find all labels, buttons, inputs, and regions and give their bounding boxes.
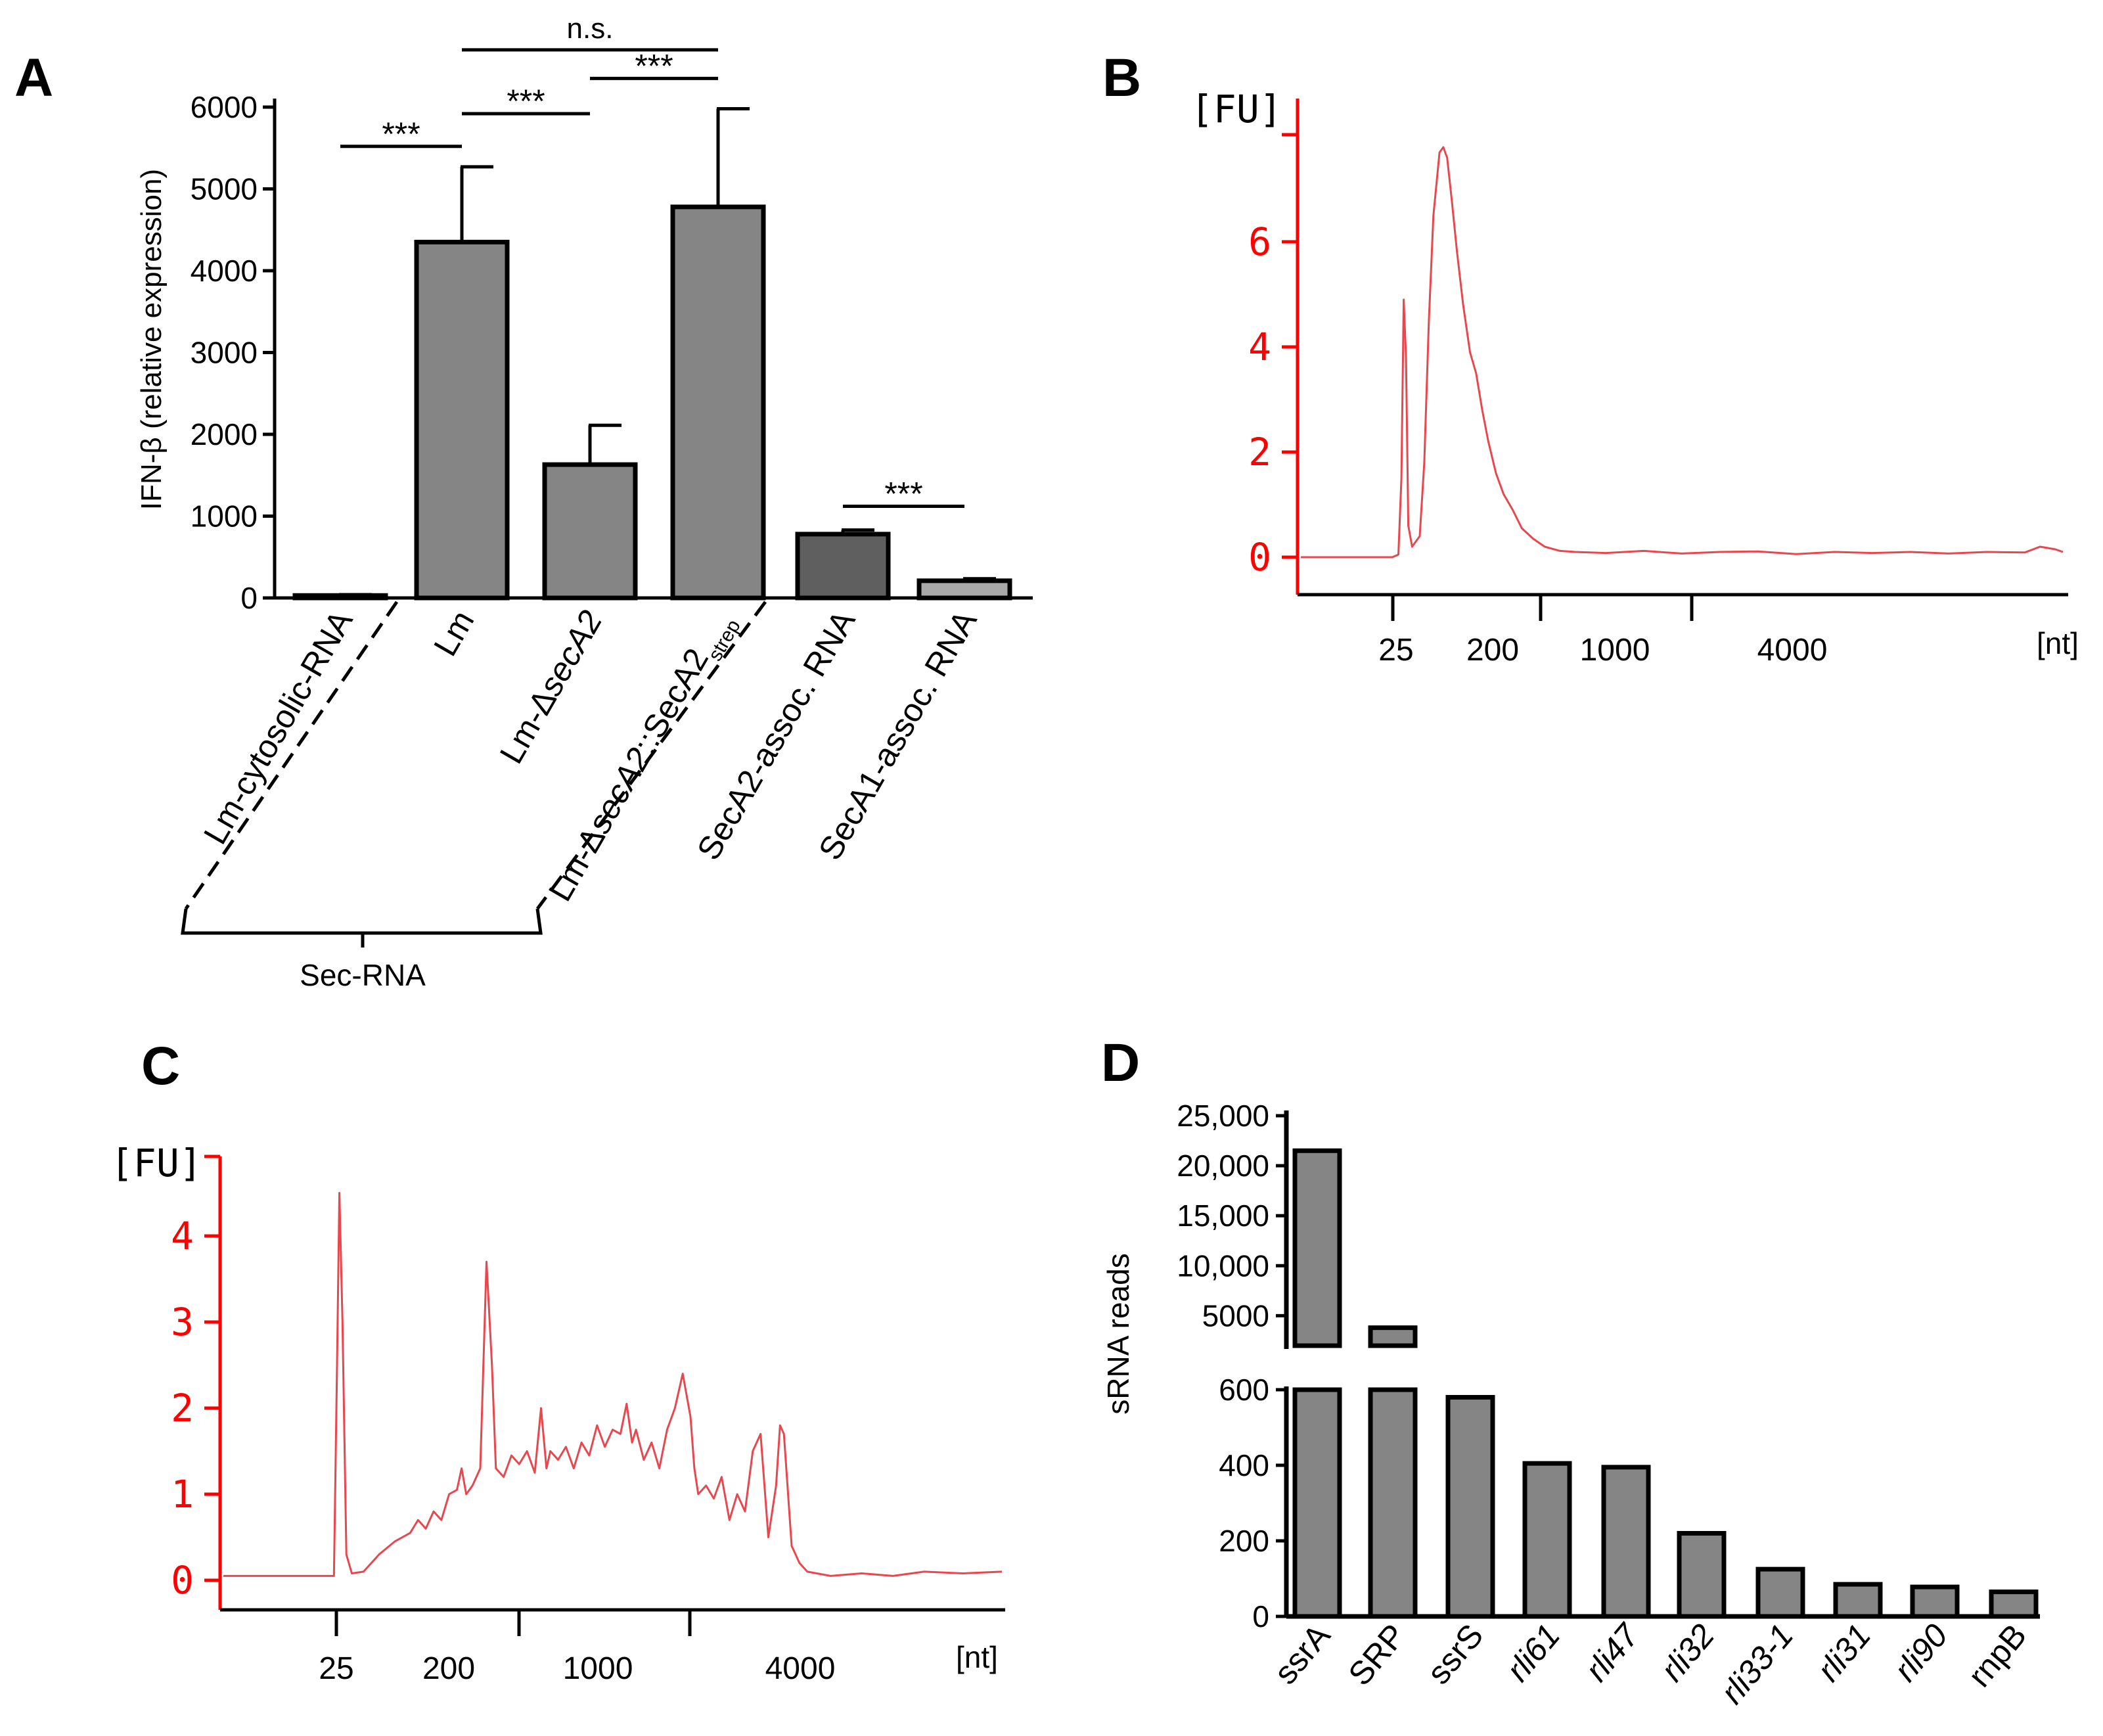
panel-letter-a: A: [14, 48, 53, 108]
panel-b-y-tick-label: 4: [1248, 325, 1271, 369]
panel-c-y-tick-label: 1: [171, 1472, 194, 1517]
sec-rna-bracket-dash: [535, 601, 767, 910]
panel-d-bar: [1833, 1582, 1883, 1619]
panel-a-y-tick-label: 4000: [191, 254, 258, 288]
panel-d-y-tick-label: 15,000: [1177, 1199, 1269, 1233]
panel-d-bar: [1445, 1395, 1495, 1619]
panel-d-bar: [1989, 1589, 2039, 1619]
panel-d-bar-lower: [1368, 1387, 1418, 1619]
panel-d-bar: [1677, 1531, 1727, 1619]
panel-c-x-tick-label: 1000: [563, 1651, 633, 1686]
panel-b-x-tick-label: 200: [1466, 633, 1519, 668]
panel-a-bar: [542, 462, 638, 601]
panel-b-x-tick-label: 4000: [1757, 633, 1828, 668]
panel-c-y-tick-label: 0: [171, 1558, 194, 1603]
sec-rna-bracket-dash: [184, 601, 399, 910]
panel-d-y-tick-label: 400: [1219, 1448, 1269, 1482]
panel-c-nt-label: [nt]: [956, 1640, 998, 1674]
panel-c-y-tick-label: 4: [171, 1214, 194, 1258]
panel-d-y-tick-label: 25,000: [1177, 1099, 1269, 1133]
panel-b-x-tick-label: 25: [1378, 633, 1413, 668]
panel-a-y-axis-label: IFN-β (relative expression): [135, 169, 168, 510]
panel-a-y-tick-label: 1000: [191, 499, 258, 534]
sec-rna-bracket: [181, 908, 543, 948]
panel-a-significance-label: ***: [507, 83, 545, 120]
panel-a-y-tick-label: 3000: [191, 336, 258, 370]
panel-d-axis-break: [1271, 1358, 1402, 1380]
panel-a-y-tick-label: 5000: [191, 172, 258, 206]
panel-d-bar: [1522, 1461, 1572, 1619]
panel-a-bar: [414, 239, 510, 601]
panel-a-y-tick-label: 6000: [191, 90, 258, 124]
panel-c-x-tick-label: 4000: [765, 1651, 836, 1686]
panel-c-electropherogram: [FU] [nt] 0 1 2 3 4 25 200 1000 4000: [110, 1141, 1005, 1686]
panel-b-nt-label: [nt]: [2037, 626, 2079, 660]
panel-d-bar-lower: [1292, 1387, 1342, 1619]
panel-a-significance-label: ***: [884, 476, 922, 513]
panel-b-x-tick-label: 1000: [1580, 633, 1650, 668]
panel-c-y-tick-label: 3: [171, 1300, 194, 1344]
panel-a-bar: [916, 578, 1012, 601]
panel-b-trace-line: [1301, 146, 2064, 559]
panel-a-significance-label: ***: [635, 47, 673, 84]
panel-letter-c: C: [141, 1036, 180, 1096]
panel-b-electropherogram: [FU] [nt] 0 2 4 6 25 200 1000 4000: [1190, 87, 2079, 668]
panel-d-bar-upper: [1292, 1148, 1342, 1348]
panel-c-x-tick-label: 200: [422, 1651, 475, 1686]
panel-d-bar-upper: [1368, 1325, 1418, 1348]
panel-d-bar: [1755, 1566, 1805, 1619]
panel-d-bar: [1601, 1465, 1651, 1619]
panel-letter-b: B: [1102, 48, 1141, 108]
panel-a-bar: [670, 204, 766, 601]
panel-d-y-axis-label: sRNA reads: [1101, 1253, 1135, 1414]
panel-b-fu-label: [FU]: [1190, 87, 1282, 131]
panel-c-x-tick-label: 25: [319, 1651, 353, 1686]
panel-d-bar: [1910, 1584, 1960, 1619]
panel-b-y-tick-label: 6: [1248, 219, 1271, 264]
panel-b-y-tick-label: 0: [1248, 535, 1271, 580]
sec-rna-group-label: Sec-RNA: [300, 958, 426, 992]
panel-d-y-tick-label: 10,000: [1177, 1248, 1269, 1283]
panel-b-y-tick-label: 2: [1248, 430, 1271, 474]
panel-a-significance-label: ***: [382, 116, 420, 152]
panel-d-y-tick-label: 0: [1252, 1599, 1269, 1633]
panel-a-y-tick-label: 0: [240, 581, 258, 615]
panel-d-y-tick-label: 20,000: [1177, 1149, 1269, 1183]
panel-c-trace-line: [223, 1192, 1003, 1577]
panel-letter-d: D: [1101, 1033, 1140, 1093]
panel-a-bar: [292, 593, 388, 601]
panel-c-y-tick-label: 2: [171, 1386, 194, 1430]
panel-a-bar: [795, 532, 891, 601]
panel-d-y-tick-label: 200: [1219, 1524, 1269, 1558]
panel-a-significance-label: n.s.: [567, 12, 614, 45]
panel-a-y-tick-label: 2000: [191, 417, 258, 451]
panel-c-fu-label: [FU]: [110, 1141, 202, 1185]
panel-d-y-tick-label: 5000: [1202, 1298, 1269, 1333]
panel-d-y-tick-label: 600: [1219, 1373, 1269, 1407]
